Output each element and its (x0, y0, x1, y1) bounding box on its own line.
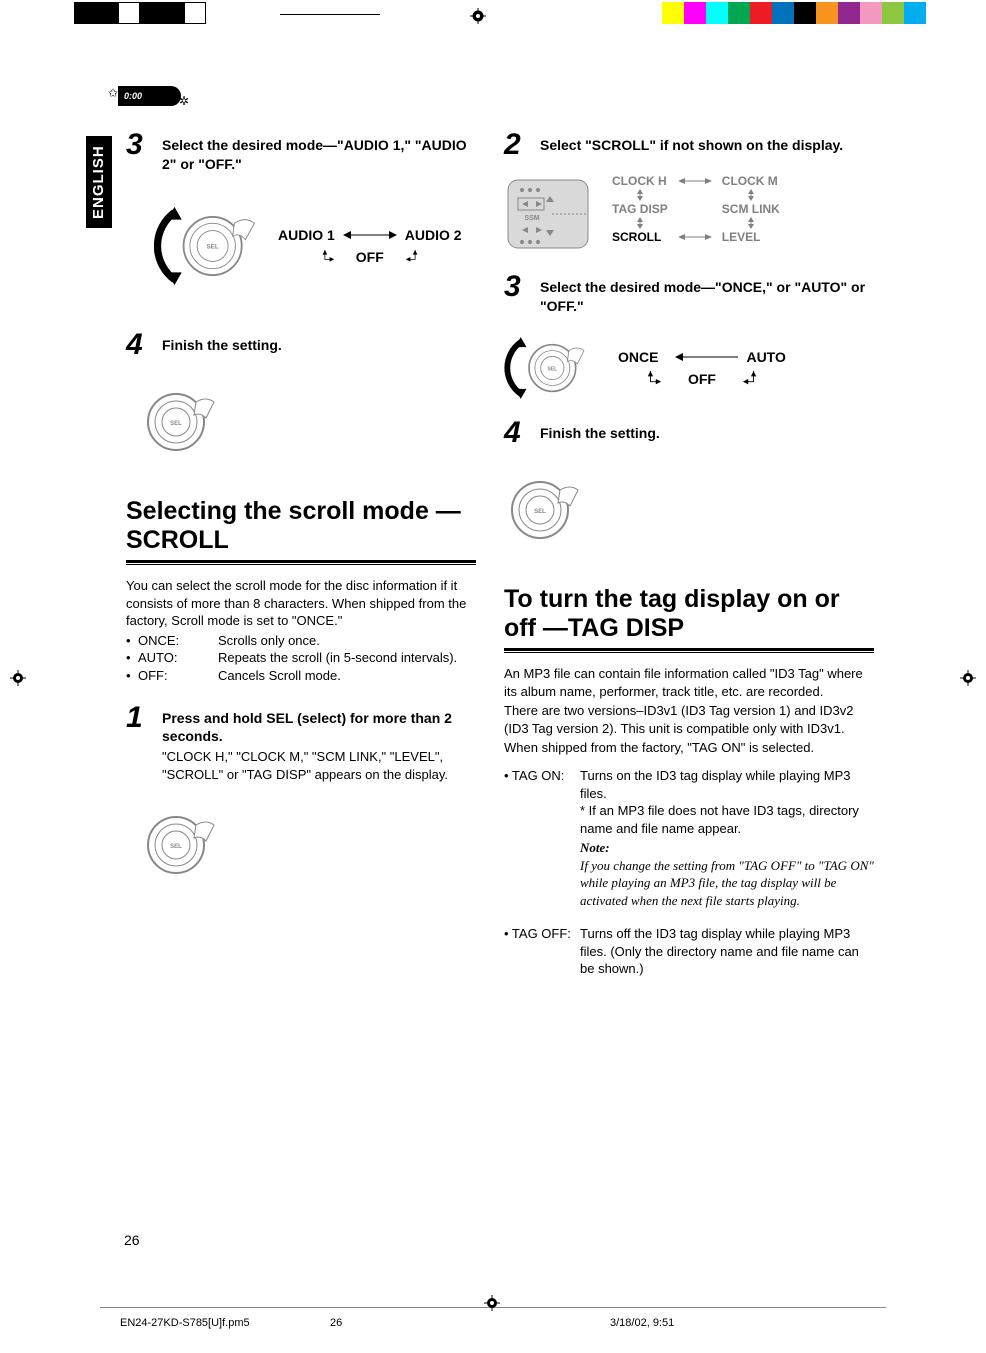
rotary-dial-icon: SEL (154, 196, 264, 296)
step-number: 3 (504, 272, 530, 316)
step-title: Finish the setting. (162, 336, 476, 355)
svg-text:SEL: SEL (534, 509, 546, 515)
option-audio2: AUDIO 2 (405, 227, 462, 243)
tag-off-line1: Turns off the ID3 tag display while play… (580, 925, 874, 978)
step-title: Select the desired mode—"AUDIO 1," "AUDI… (162, 136, 476, 174)
section-heading-scroll: Selecting the scroll mode —SCROLL (126, 497, 476, 555)
option-off: OFF (688, 371, 716, 387)
footer-file: EN24-27KD-S785[U]f.pm5 (120, 1317, 250, 1329)
bidir-arrow-icon (343, 230, 397, 240)
gear-icon: ✲ (179, 94, 189, 108)
clock-strip: 0:00 (118, 86, 181, 106)
step-subtext: "CLOCK H," "CLOCK M," "SCM LINK," "LEVEL… (162, 748, 476, 783)
svg-text:SEL: SEL (547, 366, 557, 372)
psm-item: TAG DISP (612, 202, 668, 216)
footer-page: 26 (330, 1317, 342, 1329)
control-panel-icon: SSM (504, 174, 592, 254)
rotary-press-icon: SEL (504, 468, 584, 548)
reg-blocks-left (74, 2, 206, 24)
step-title: Select "SCROLL" if not shown on the disp… (540, 136, 874, 155)
step-title: Select the desired mode—"ONCE," or "AUTO… (540, 278, 874, 316)
svg-text:SSM: SSM (524, 215, 539, 222)
bidir-arrow-v-icon (746, 217, 756, 229)
crosshair-icon (470, 8, 486, 24)
corner-arrow-icon (404, 250, 420, 264)
left-column: 3 Select the desired mode—"AUDIO 1," "AU… (126, 130, 476, 892)
star-icon: ✩ (108, 86, 118, 100)
step-2-right: 2 Select "SCROLL" if not shown on the di… (504, 130, 874, 160)
crosshair-icon (10, 670, 26, 686)
reg-line (280, 14, 380, 15)
step-number: 2 (504, 130, 530, 160)
scroll-intro: You can select the scroll mode for the d… (126, 577, 476, 630)
step-3-left: 3 Select the desired mode—"AUDIO 1," "AU… (126, 130, 476, 174)
page-number: 26 (124, 1232, 140, 1248)
list-item: •ONCE:Scrolls only once. (126, 632, 476, 650)
section-heading-tagdisp: To turn the tag display on or off —TAG D… (504, 585, 874, 643)
footer-date: 3/18/02, 9:51 (610, 1317, 674, 1329)
heading-rule (504, 648, 874, 651)
right-column: 2 Select "SCROLL" if not shown on the di… (504, 130, 874, 978)
psm-item-active: SCROLL (612, 230, 668, 244)
corner-arrow-icon (646, 371, 662, 387)
tag-on-block: • TAG ON: Turns on the ID3 tag display w… (504, 767, 874, 909)
step-1-left: 1 Press and hold SEL (select) for more t… (126, 703, 476, 784)
step-title: Press and hold SEL (select) for more tha… (162, 709, 476, 747)
list-item: •AUTO:Repeats the scroll (in 5-second in… (126, 649, 476, 667)
bidir-arrow-icon (678, 232, 712, 242)
psm-item: LEVEL (722, 230, 780, 244)
psm-item: SCM LINK (722, 202, 780, 216)
step-3-right: 3 Select the desired mode—"ONCE," or "AU… (504, 272, 874, 316)
psm-item: CLOCK M (722, 174, 780, 188)
tag-intro-2: There are two versions–ID3v1 (ID3 Tag ve… (504, 702, 874, 737)
crosshair-icon (960, 670, 976, 686)
step-number: 3 (126, 130, 152, 174)
note-label: Note: (580, 839, 874, 857)
registration-bar (0, 0, 986, 28)
step-title: Finish the setting. (540, 424, 874, 443)
bidir-arrow-v-icon (746, 189, 756, 201)
option-once: ONCE (618, 349, 658, 365)
rotary-press-icon: SEL (140, 380, 220, 460)
crosshair-icon (484, 1295, 500, 1311)
corner-arrow-icon (742, 371, 758, 387)
corner-arrow-icon (320, 250, 336, 264)
note-body: If you change the setting from "TAG OFF"… (580, 857, 874, 910)
step-number: 4 (504, 418, 530, 448)
rotary-dial-icon: SEL (504, 330, 604, 406)
scroll-mode-list: •ONCE:Scrolls only once. •AUTO:Repeats t… (126, 632, 476, 685)
step-4-right: 4 Finish the setting. (504, 418, 874, 448)
tag-off-key: • TAG OFF: (504, 925, 580, 978)
option-audio1: AUDIO 1 (278, 227, 335, 243)
option-auto: AUTO (746, 349, 785, 365)
svg-text:SEL: SEL (206, 244, 218, 251)
tag-on-key: • TAG ON: (504, 767, 580, 909)
step-4-left: 4 Finish the setting. (126, 330, 476, 360)
bidir-arrow-v-icon (635, 217, 645, 229)
tag-off-block: • TAG OFF: Turns off the ID3 tag display… (504, 925, 874, 978)
tag-on-line2: * If an MP3 file does not have ID3 tags,… (580, 802, 874, 837)
svg-text:SEL: SEL (170, 421, 182, 427)
bidir-arrow-icon (666, 352, 738, 362)
rotary-press-icon: SEL (140, 803, 220, 883)
reg-blocks-right (662, 2, 926, 24)
tag-intro-1: An MP3 file can contain file information… (504, 665, 874, 700)
bidir-arrow-icon (678, 176, 712, 186)
svg-text:SEL: SEL (170, 844, 182, 850)
step-number: 4 (126, 330, 152, 360)
option-off: OFF (356, 249, 384, 265)
list-item: •OFF:Cancels Scroll mode. (126, 667, 476, 685)
psm-item: CLOCK H (612, 174, 668, 188)
tag-intro-3: When shipped from the factory, "TAG ON" … (504, 739, 874, 757)
heading-rule (126, 560, 476, 563)
step-number: 1 (126, 703, 152, 784)
tag-on-line1: Turns on the ID3 tag display while playi… (580, 767, 874, 802)
language-tab: ENGLISH (86, 136, 112, 228)
psm-menu-grid: CLOCK H CLOCK M TAG DISP SCM LINK SCROLL… (612, 174, 780, 244)
bidir-arrow-v-icon (635, 189, 645, 201)
